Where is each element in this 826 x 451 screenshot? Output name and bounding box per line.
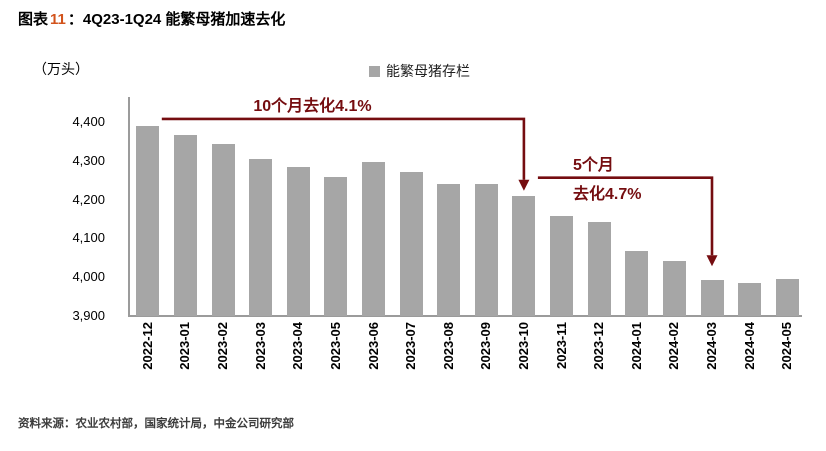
bar-2023-02 (211, 144, 235, 316)
x-tick-label-2023-08: 2023-08 (440, 322, 456, 370)
bar-2023-07 (399, 172, 423, 316)
annotation-1-label: 10个月去化4.1% (253, 98, 372, 115)
bar-2024-01 (625, 251, 649, 316)
chart-title: 图表 11 ：4Q23-1Q24 能繁母猪加速去化 (18, 8, 285, 29)
bar-2024-05 (775, 278, 799, 316)
x-tick-label-2024-03: 2024-03 (704, 322, 719, 370)
x-tick-label-2023-01: 2023-01 (177, 322, 193, 370)
y-tick-label-3900: 3,900 (72, 308, 105, 323)
y-tick-label-4300: 4,300 (72, 152, 105, 168)
bar-2023-12 (587, 222, 611, 316)
x-tick-label-2024-04: 2024-04 (741, 322, 757, 370)
bar-2023-11 (550, 215, 573, 316)
x-tick-label-2024-02: 2024-02 (666, 322, 682, 370)
y-tick-label-4100: 4,100 (72, 230, 105, 246)
bar-2023-10 (512, 195, 536, 316)
x-tick-label-2023-09: 2023-09 (478, 322, 494, 370)
bar-2023-03 (249, 158, 273, 316)
x-axis-line (128, 315, 802, 317)
bar-2023-09 (474, 184, 498, 316)
x-tick-label-2023-04: 2023-04 (290, 322, 306, 370)
bar-2024-03 (700, 280, 724, 316)
x-tick-label-2023-07: 2023-07 (403, 322, 419, 370)
bar-2024-04 (738, 282, 762, 316)
y-tick-label-4000: 4,000 (72, 269, 105, 285)
bar-2023-01 (173, 134, 197, 316)
legend-square-icon (369, 65, 380, 77)
y-tick-label-4200: 4,200 (72, 191, 105, 207)
x-tick-label-2023-05: 2023-05 (327, 322, 343, 370)
bar-2023-06 (362, 162, 385, 316)
x-tick-label-2024-05: 2024-05 (779, 322, 795, 370)
x-tick-label-2023-12: 2023-12 (591, 322, 607, 370)
legend-label: 能繁母猪存栏 (386, 63, 470, 79)
bar-2023-04 (286, 167, 310, 316)
bar-2023-05 (324, 177, 348, 316)
y-axis-unit-label: （万头） (33, 61, 89, 77)
x-tick-label-2023-10: 2023-10 (515, 322, 531, 370)
bar-2022-12 (136, 125, 160, 316)
chart-title-prefix: 图表 (18, 11, 49, 28)
legend: 能繁母猪存栏 (369, 61, 470, 81)
x-tick-label-2023-03: 2023-03 (252, 322, 268, 370)
x-tick-label-2023-02: 2023-02 (215, 322, 230, 370)
x-tick-label-2023-06: 2023-06 (365, 322, 381, 370)
annotation-2-arrowhead-icon (706, 255, 718, 267)
y-tick-label-4400: 4,400 (72, 114, 105, 129)
x-tick-label-2022-12: 2022-12 (139, 322, 155, 370)
annotation-2-label-line2: 去化4.7% (573, 186, 642, 203)
source-note: 资料来源：农业农村部，国家统计局，中金公司研究部 (18, 418, 294, 430)
chart-title-number: 11 (50, 11, 66, 28)
bar-2023-08 (437, 183, 461, 316)
y-axis-line (128, 97, 130, 316)
x-tick-label-2023-11: 2023-11 (553, 322, 569, 369)
annotation-1-arrowhead-icon (518, 179, 530, 191)
x-tick-label-2024-01: 2024-01 (628, 322, 644, 370)
annotation-2-label-line1: 5个月 (573, 157, 614, 174)
bar-2024-02 (662, 260, 686, 316)
chart-title-text: ：4Q23-1Q24 能繁母猪加速去化 (67, 11, 286, 28)
